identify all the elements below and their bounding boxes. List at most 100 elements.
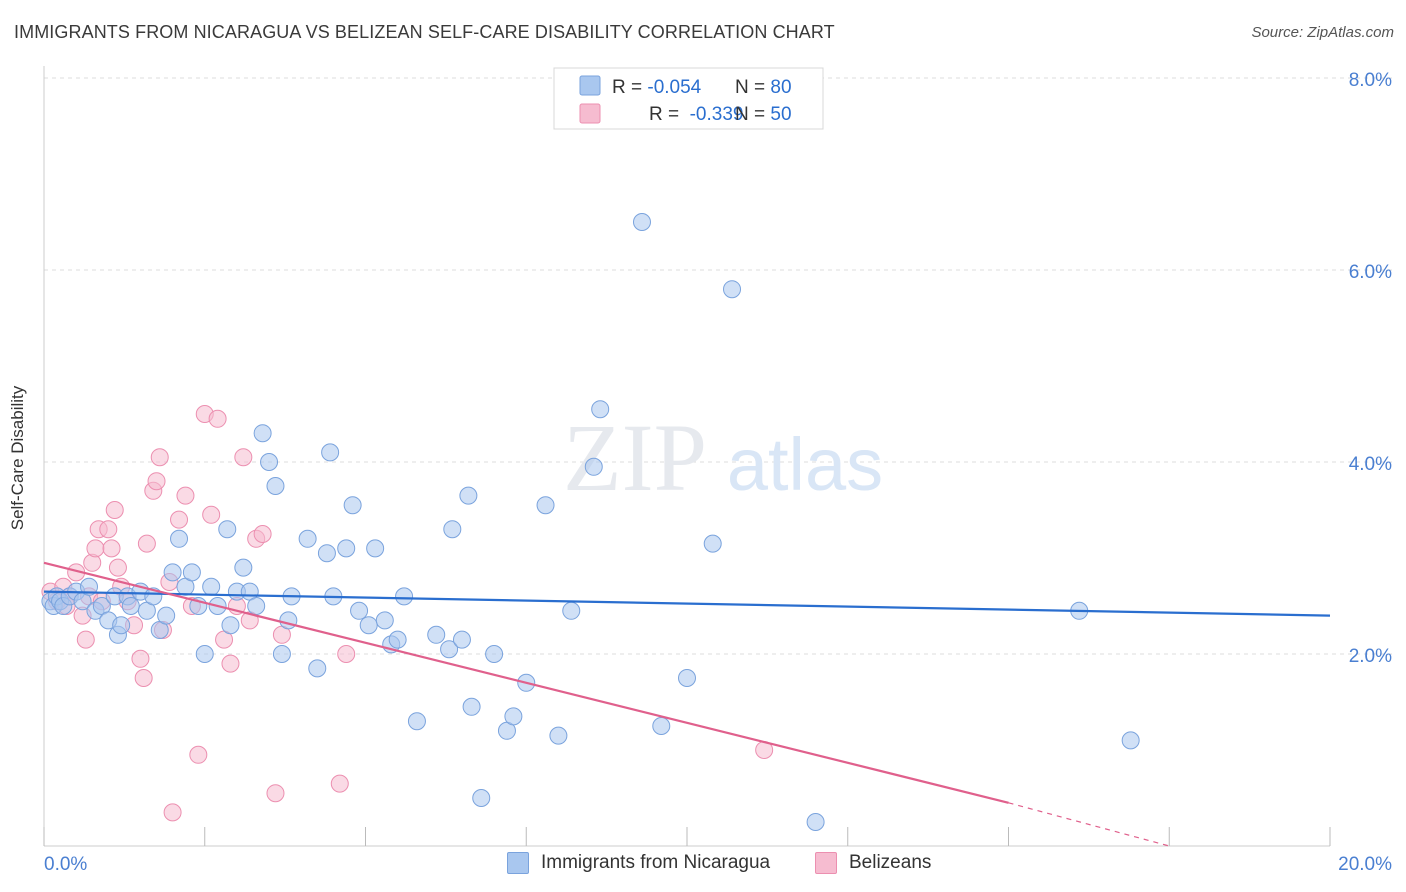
stats-n-label-2: N = <box>735 104 770 125</box>
nicaragua-point-59 <box>443 520 462 539</box>
belizeans-point-15 <box>105 501 124 519</box>
nicaragua-points <box>41 213 1140 831</box>
nicaragua-point-50 <box>359 616 378 635</box>
nicaragua-point-23 <box>170 529 189 548</box>
stats-legend-row-1-n: N = 80 <box>735 77 792 98</box>
nicaragua-point-51 <box>366 539 385 558</box>
belizeans-point-24 <box>147 472 166 491</box>
belizeans-point-28 <box>163 803 182 822</box>
nicaragua-point-52 <box>375 611 394 630</box>
series-legend: Immigrants from Nicaragua Belizeans <box>0 852 1406 878</box>
belizeans-point-22 <box>137 534 156 553</box>
nicaragua-point-36 <box>253 424 272 443</box>
nicaragua-point-33 <box>234 558 253 577</box>
belizeans-point-7 <box>76 630 95 649</box>
belizeans-point-34 <box>202 505 221 524</box>
nicaragua-point-49 <box>350 601 369 620</box>
belizeans-point-45 <box>330 774 349 793</box>
nicaragua-point-61 <box>459 486 478 505</box>
nicaragua-point-8 <box>80 577 99 596</box>
watermark-atlas: atlas <box>727 423 883 506</box>
belizeans-point-10 <box>86 539 105 558</box>
legend-swatch-nicaragua <box>507 852 529 874</box>
legend-label-nicaragua: Immigrants from Nicaragua <box>541 852 771 873</box>
belizeans-point-25 <box>150 448 169 467</box>
belizeans-trend-line-extension <box>1008 802 1170 847</box>
nicaragua-point-37 <box>260 453 279 471</box>
stats-legend-row-2: R = -0.339 <box>612 104 770 125</box>
x-tick-label-1: 20.0% <box>1338 854 1392 875</box>
nicaragua-point-43 <box>308 659 327 678</box>
nicaragua-point-28 <box>202 577 221 596</box>
y-tick-label-0: 2.0% <box>1349 646 1392 667</box>
nicaragua-point-44 <box>317 544 336 563</box>
nicaragua-point-70 <box>562 601 581 620</box>
nicaragua-point-68 <box>536 496 555 515</box>
stats-n-value-2: 50 <box>770 104 791 125</box>
nicaragua-point-47 <box>337 539 356 558</box>
belizeans-point-37 <box>221 654 240 673</box>
nicaragua-point-75 <box>678 669 696 687</box>
stats-legend-row-2-n: N = 50 <box>735 104 792 125</box>
trend-lines <box>43 561 1331 847</box>
watermark-zip: ZIP <box>563 404 707 511</box>
nicaragua-point-45 <box>321 443 340 462</box>
nicaragua-point-35 <box>247 597 266 615</box>
nicaragua-point-80 <box>1121 731 1140 750</box>
nicaragua-point-39 <box>272 645 291 663</box>
nicaragua-point-16 <box>121 597 140 615</box>
y-tick-label-1: 4.0% <box>1349 454 1392 475</box>
belizeans-point-32 <box>189 745 208 764</box>
belizeans-point-42 <box>253 525 272 543</box>
stats-legend-row-1: R = -0.054 <box>612 77 702 98</box>
nicaragua-point-69 <box>549 726 568 745</box>
y-tick-label-3: 8.0% <box>1349 70 1392 91</box>
x-tick-label-0: 0.0% <box>44 854 87 875</box>
legend-item-nicaragua: Immigrants from Nicaragua <box>507 852 770 874</box>
belizeans-point-46 <box>337 645 356 663</box>
nicaragua-point-55 <box>395 587 414 606</box>
belizeans-point-20 <box>131 649 150 668</box>
belizeans-point-14 <box>102 539 121 558</box>
nicaragua-point-25 <box>182 563 201 582</box>
stats-legend-swatch-blue <box>579 75 601 96</box>
legend-swatch-belizeans <box>815 852 837 874</box>
nicaragua-point-78 <box>806 813 825 831</box>
y-tick-label-2: 6.0% <box>1349 262 1392 283</box>
belizeans-point-21 <box>134 669 153 687</box>
nicaragua-point-21 <box>157 606 176 625</box>
stats-n-value-1: 80 <box>770 77 791 98</box>
belizeans-point-43 <box>266 784 285 803</box>
stats-legend-swatch-pink <box>579 103 601 124</box>
belizeans-point-13 <box>99 520 118 539</box>
stats-legend: R = -0.054 N = 80 R = -0.339 N = 50 <box>553 67 824 130</box>
belizeans-point-30 <box>176 486 195 505</box>
nicaragua-point-64 <box>485 645 504 663</box>
nicaragua-point-63 <box>472 789 491 807</box>
belizeans-point-29 <box>170 510 189 529</box>
stats-n-label-1: N = <box>735 77 770 98</box>
nicaragua-point-74 <box>652 717 671 735</box>
nicaragua-point-42 <box>298 529 317 548</box>
nicaragua-point-27 <box>195 645 214 663</box>
tick-labels: 2.0% 4.0% 6.0% 8.0% 0.0% 20.0% <box>44 70 1392 875</box>
stats-r-value-1: -0.054 <box>647 77 701 98</box>
nicaragua-point-38 <box>266 477 285 495</box>
belizeans-point-16 <box>108 558 127 577</box>
source-credit: Source: ZipAtlas.com <box>1251 24 1394 41</box>
legend-item-belizeans: Belizeans <box>815 852 931 874</box>
belizeans-point-39 <box>234 448 253 467</box>
nicaragua-point-58 <box>440 640 459 659</box>
nicaragua-point-31 <box>221 616 240 635</box>
nicaragua-point-62 <box>462 697 481 716</box>
nicaragua-point-76 <box>703 534 722 553</box>
nicaragua-trend-line <box>43 590 1331 617</box>
nicaragua-point-40 <box>279 611 298 630</box>
nicaragua-point-54 <box>388 630 407 649</box>
nicaragua-point-60 <box>452 630 471 649</box>
nicaragua-point-48 <box>343 496 362 515</box>
stats-r-label-2: R = <box>649 104 684 125</box>
legend-label-belizeans: Belizeans <box>849 852 932 873</box>
nicaragua-point-77 <box>723 280 742 299</box>
